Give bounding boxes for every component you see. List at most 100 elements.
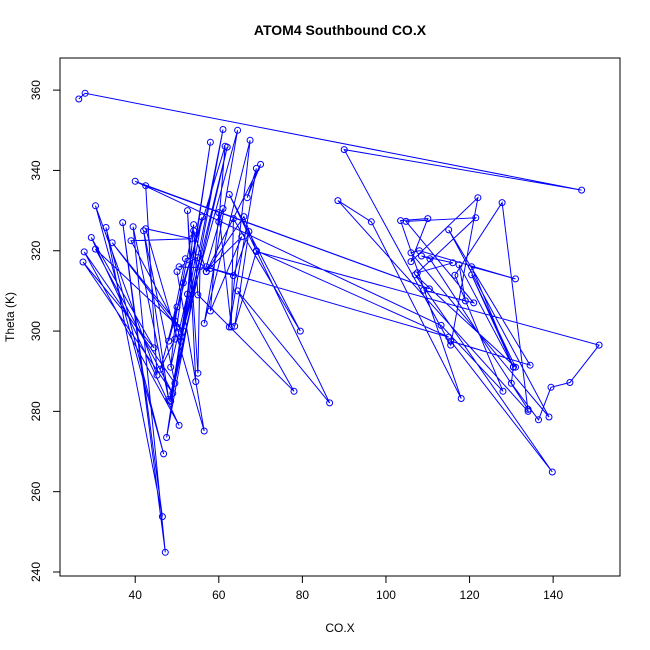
data-point-121 <box>468 263 476 271</box>
data-point-0 <box>75 95 83 103</box>
data-point-22 <box>160 450 168 458</box>
data-point-37 <box>92 245 99 253</box>
data-point-12 <box>524 407 532 415</box>
y-tick-label-6: 360 <box>29 80 43 100</box>
data-point-131 <box>418 252 425 260</box>
x-axis-label: CO.X <box>325 621 354 635</box>
data-point-84 <box>221 142 229 150</box>
data-point-46 <box>192 378 200 386</box>
data-point-10 <box>367 218 375 226</box>
data-point-94 <box>198 213 206 221</box>
data-point-117 <box>545 413 553 421</box>
data-point-128 <box>472 214 480 222</box>
x-axis: 40 60 80 100 120 140 <box>129 576 563 602</box>
y-tick-label-2: 280 <box>29 401 43 421</box>
data-point-33 <box>87 234 95 241</box>
data-point-11 <box>334 197 342 205</box>
data-point-25 <box>119 219 127 227</box>
data-point-75 <box>194 291 202 299</box>
data-point-83 <box>215 218 223 226</box>
data-point-7 <box>424 215 432 223</box>
data-point-35 <box>79 258 87 266</box>
data-series <box>75 89 603 556</box>
data-point-61 <box>252 164 260 172</box>
data-point-6 <box>407 258 415 266</box>
data-point-110 <box>468 271 476 279</box>
data-point-113 <box>548 468 556 476</box>
data-point-127 <box>402 217 410 225</box>
data-point-27 <box>129 223 137 231</box>
data-point-106 <box>547 383 555 391</box>
data-point-112 <box>411 271 419 279</box>
data-point-53 <box>219 126 227 133</box>
x-tick-label-3: 100 <box>376 588 396 602</box>
data-point-71 <box>225 191 233 198</box>
data-point-48 <box>194 369 202 377</box>
data-point-23 <box>102 224 110 231</box>
data-point-90 <box>184 290 191 298</box>
data-point-63 <box>257 160 265 168</box>
data-point-104 <box>595 341 603 349</box>
data-point-107 <box>535 416 542 424</box>
data-point-116 <box>445 226 453 234</box>
data-point-60 <box>225 323 233 331</box>
data-point-36 <box>169 389 177 397</box>
data-point-40 <box>173 323 181 331</box>
data-point-123 <box>455 261 463 269</box>
data-point-16 <box>437 321 445 329</box>
data-point-92 <box>171 317 179 325</box>
data-point-51 <box>206 138 214 146</box>
data-point-97 <box>194 254 202 262</box>
data-point-52 <box>163 434 171 441</box>
data-point-19 <box>142 182 150 190</box>
data-point-3 <box>340 146 348 154</box>
data-point-59 <box>246 136 254 144</box>
data-point-73 <box>234 287 242 295</box>
x-tick-label-4: 120 <box>460 588 480 602</box>
data-point-58 <box>200 319 208 327</box>
data-point-114 <box>447 337 455 345</box>
y-tick-label-5: 340 <box>29 160 43 180</box>
data-point-80 <box>445 333 453 341</box>
data-point-132 <box>426 255 434 263</box>
data-point-115 <box>526 361 534 369</box>
data-point-86 <box>171 335 179 343</box>
data-point-1 <box>81 89 89 97</box>
data-point-21 <box>92 202 99 210</box>
data-point-124 <box>461 297 469 305</box>
chart-title: ATOM4 Southbound CO.X <box>254 22 427 38</box>
data-point-81 <box>202 263 210 271</box>
data-point-82 <box>219 205 227 213</box>
data-point-93 <box>177 337 185 345</box>
data-point-74 <box>290 387 298 395</box>
data-point-85 <box>179 279 187 287</box>
data-point-29 <box>140 227 148 235</box>
data-point-108 <box>507 379 515 387</box>
data-point-8 <box>397 217 405 225</box>
data-point-66 <box>206 307 214 315</box>
data-point-26 <box>161 548 169 556</box>
x-tick-label-1: 60 <box>212 588 226 602</box>
data-point-34 <box>150 344 158 352</box>
data-point-72 <box>326 399 334 407</box>
data-point-24 <box>158 513 166 521</box>
y-tick-label-4: 320 <box>29 240 43 260</box>
data-point-13 <box>498 199 506 207</box>
data-point-38 <box>179 327 187 335</box>
data-point-42 <box>188 235 196 243</box>
data-point-14 <box>451 271 459 279</box>
data-point-102 <box>231 322 239 330</box>
y-axis-label: Theta (K) <box>3 292 17 342</box>
data-point-105 <box>566 379 574 386</box>
y-tick-label-1: 260 <box>29 481 43 501</box>
data-point-62 <box>243 194 251 202</box>
data-point-88 <box>173 303 181 311</box>
data-point-78 <box>240 213 248 221</box>
data-point-111 <box>512 363 519 371</box>
y-tick-label-3: 300 <box>29 321 43 341</box>
data-point-126 <box>470 299 478 307</box>
data-point-68 <box>227 323 235 331</box>
data-point-9 <box>457 395 465 402</box>
data-point-99 <box>206 264 214 272</box>
